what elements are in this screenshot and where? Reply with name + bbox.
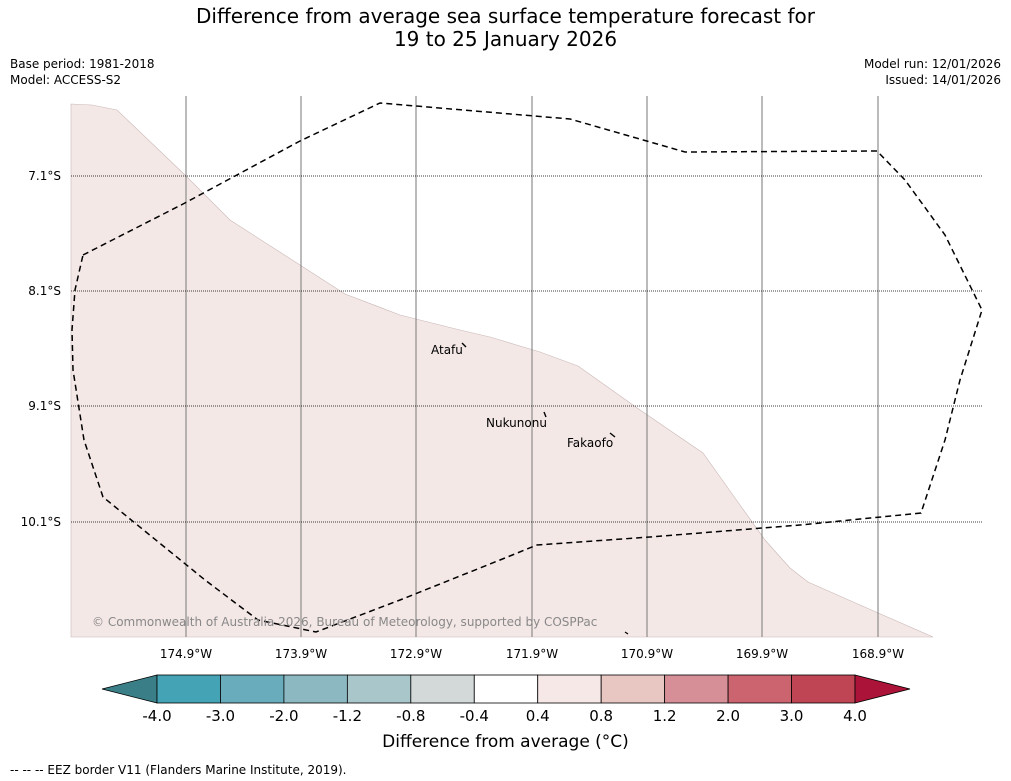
- lat-label: 7.1°S: [28, 169, 61, 183]
- run-info: Model run: 12/01/2026 Issued: 14/01/2026: [864, 56, 1001, 88]
- model-info: Base period: 1981-2018 Model: ACCESS-S2: [10, 56, 155, 88]
- colorbar-tick-label: 4.0: [843, 707, 867, 725]
- anomaly-region: [70, 103, 934, 638]
- longitude-gridlines: [185, 96, 879, 637]
- lon-label: 169.9°W: [736, 647, 788, 661]
- colorbar: [101, 674, 911, 704]
- colorbar-over-triangle: [854, 674, 911, 704]
- colorbar-under-triangle: [101, 674, 158, 704]
- copyright-notice: © Commonwealth of Australia 2026, Bureau…: [92, 615, 597, 629]
- colorbar-segment: [791, 674, 856, 704]
- eez-border: [71, 102, 983, 633]
- colorbar-segment: [156, 674, 221, 704]
- place-atafu: Atafu: [431, 343, 463, 357]
- lon-label: 168.9°W: [852, 647, 904, 661]
- swains-marker: [624, 631, 629, 635]
- colorbar-tick-labels: -4.0 -3.0 -2.0 -1.2 -0.8 -0.4 0.4 0.8 1.2 2.0 3.0 4…: [142, 707, 867, 725]
- atafu-marker: [461, 342, 467, 348]
- colorbar-segment: [727, 674, 792, 704]
- colorbar-tick-label: -2.0: [269, 707, 298, 725]
- lon-label: 174.9°W: [160, 647, 212, 661]
- colorbar-tick-label: -1.2: [333, 707, 362, 725]
- chart-title: Difference from average sea surface temp…: [0, 5, 1011, 51]
- colorbar-segment: [220, 674, 285, 704]
- issued-date: Issued: 14/01/2026: [885, 73, 1001, 87]
- colorbar-tick-label: 2.0: [716, 707, 740, 725]
- title-line-2: 19 to 25 January 2026: [393, 27, 618, 51]
- title-line-1: Difference from average sea surface temp…: [195, 4, 815, 28]
- lat-label: 9.1°S: [28, 399, 61, 413]
- colorbar-segment: [473, 674, 539, 704]
- lon-label: 173.9°W: [275, 647, 327, 661]
- colorbar-tick-label: 3.0: [780, 707, 804, 725]
- colorbar-tick-label: -0.8: [396, 707, 425, 725]
- latitude-labels: 7.1°S 8.1°S 9.1°S 10.1°S: [21, 169, 61, 529]
- colorbar-tick-label: -0.4: [460, 707, 489, 725]
- colorbar-tick-label: 0.8: [589, 707, 613, 725]
- colorbar-segment: [664, 674, 729, 704]
- model-name: Model: ACCESS-S2: [10, 73, 122, 87]
- lon-label: 171.9°W: [506, 647, 558, 661]
- colorbar-tick-label: -3.0: [206, 707, 235, 725]
- colorbar-segment: [600, 674, 666, 704]
- lat-label: 10.1°S: [21, 515, 61, 529]
- colorbar-tick-label: -4.0: [142, 707, 171, 725]
- nukunonu-marker: [543, 411, 547, 418]
- colorbar-segment: [283, 674, 348, 704]
- model-run: Model run: 12/01/2026: [863, 57, 1001, 71]
- longitude-labels: 174.9°W 173.9°W 172.9°W 171.9°W 170.9°W 169.9…: [160, 647, 904, 661]
- colorbar-tick-label: 0.4: [526, 707, 550, 725]
- lat-label: 8.1°S: [28, 284, 61, 298]
- colorbar-tick-label: 1.2: [653, 707, 677, 725]
- lon-label: 172.9°W: [390, 647, 442, 661]
- colorbar-segment: [346, 674, 412, 704]
- colorbar-title: Difference from average (°C): [382, 732, 629, 752]
- colorbar-segment: [410, 674, 475, 704]
- base-period: Base period: 1981-2018: [10, 57, 155, 71]
- fakaofo-marker: [609, 432, 616, 438]
- lon-label: 170.9°W: [621, 647, 673, 661]
- place-fakaofo: Fakaofo: [567, 436, 613, 450]
- colorbar-segment: [537, 674, 602, 704]
- eez-footnote: -- -- -- EEZ border V11 (Flanders Marine…: [10, 763, 347, 777]
- place-nukunonu: Nukunonu: [486, 416, 547, 430]
